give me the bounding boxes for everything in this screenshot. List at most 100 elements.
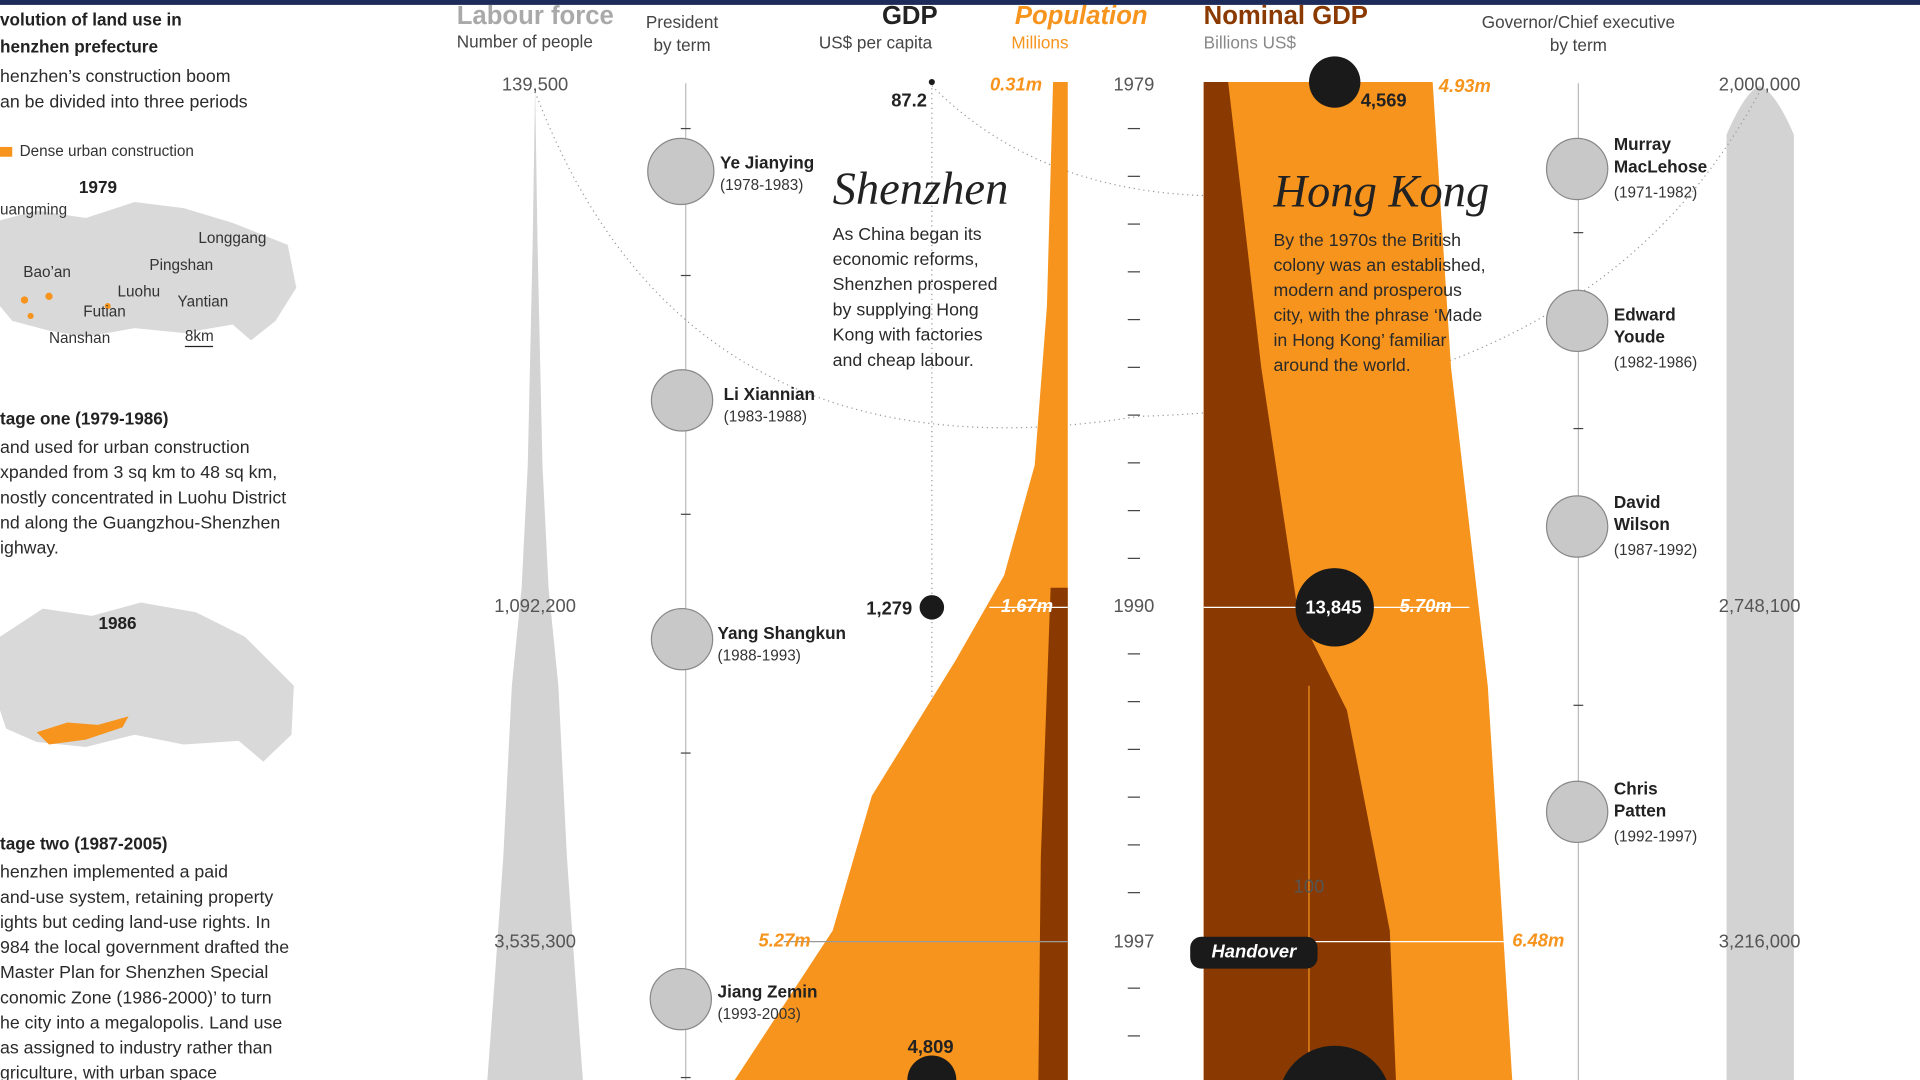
city-text: Shenzhen prospered [833,274,998,294]
city-heading: Hong Kong [1272,167,1489,218]
city-text: by supplying Hong [833,299,979,319]
governor-name: Patten [1614,800,1666,820]
governor-name: Edward [1614,304,1676,324]
gdp-label: 87.2 [891,89,927,110]
governor-name: Murray [1614,134,1672,154]
map-urban-area [36,716,129,745]
city-text: around the world. [1273,355,1410,375]
stage-text: as assigned to industry rather than [0,1037,272,1057]
place-label: Longgang [198,230,266,247]
place-label: Futian [83,303,126,320]
city-text: in Hong Kong’ familiar [1273,330,1446,350]
place-label: Bao’an [23,264,71,281]
city-text: economic reforms, [833,249,979,269]
population-label: 4.93m [1438,75,1491,96]
governor-name: MacLehose [1614,156,1707,176]
top-border [0,0,1920,5]
city-text: colony was an established, [1273,255,1485,275]
governor-term: (1982-1986) [1614,355,1697,372]
arc [534,91,1761,429]
labour-label: 139,500 [502,74,568,95]
portrait [1545,137,1609,201]
city-heading: Shenzhen [833,164,1009,215]
map-dot [104,303,111,310]
year-label: 1997 [1113,931,1154,952]
governor-term: (1971-1982) [1614,185,1697,202]
header: Nominal GDP [1204,2,1368,30]
stage-text: ighway. [0,538,59,558]
labour-label: 3,216,000 [1719,931,1801,952]
portrait [650,607,714,671]
map-label: 1986 [98,613,136,633]
city-text: city, with the phrase ‘Made [1273,305,1482,325]
governor-term: (1992-1997) [1614,829,1697,846]
legend-swatch [0,146,13,157]
title: volution of land use in [0,9,182,29]
place-label: Nanshan [49,330,110,347]
stage-text: he city into a megalopolis. Land use [0,1012,282,1032]
title: henzhen prefecture [0,36,158,56]
legend-label: Dense urban construction [20,143,194,160]
stage-text: xpanded from 3 sq km to 48 sq km, [0,462,277,482]
governor-name: Wilson [1614,514,1670,534]
city-text: Kong with factories [833,325,983,345]
portrait [647,137,715,206]
map-label: 1979 [79,177,117,197]
president-term: (1983-1988) [724,409,807,426]
map-dot [27,312,34,319]
gdp-label: 1,279 [866,598,912,619]
header: GDP [882,2,938,30]
header: President [646,12,719,32]
subtitle: an be divided into three periods [0,92,248,112]
header: Population [1015,2,1148,30]
place-label: uangming [0,202,67,219]
president-term: (1988-1993) [718,647,801,664]
president-term: (1993-2003) [718,1006,801,1023]
stage-text: griculture, with urban space [0,1063,217,1080]
stage-text: conomic Zone (1986-2000)’ to turn [0,987,272,1007]
hk-gdp-area [1203,82,1396,1080]
year-label: 1979 [1113,74,1154,95]
city-text: modern and prosperous [1273,280,1462,300]
handover-pill [1190,936,1318,969]
header: Labour force [457,2,614,30]
header-sub: by term [1550,35,1607,55]
portraits [647,137,1609,1031]
place-label: Luohu [118,284,161,301]
stage-text: and used for urban construction [0,437,250,457]
gdp-bubble [1282,1045,1387,1080]
portrait [650,369,714,432]
gdp-bubble [928,78,935,86]
governor-name: Chris [1614,778,1658,798]
president-name: Li Xiannian [724,384,815,404]
president-term: (1978-1983) [720,177,803,194]
gdp-bubble [907,1055,957,1080]
shenzhen-population-area [734,82,1068,1080]
portrait [1545,495,1609,558]
handover-label: Handover [1212,940,1298,961]
governor-name: Youde [1614,326,1665,346]
gdp-bubble [1308,56,1361,108]
population-label: 5.27m [759,929,811,950]
header-sub: US$ per capita [819,33,933,53]
population-label: 5.70m [1400,595,1452,616]
stage-text: henzhen implemented a paid [0,862,228,882]
stage-heading: tage two (1987-2005) [0,833,168,853]
map-1979 [0,202,297,341]
gdp-bubble [919,595,945,620]
header-sub: Millions [1011,33,1068,53]
gdp-label: 4,809 [908,1036,954,1057]
population-label: 6.48m [1512,929,1564,950]
portrait [1545,780,1609,844]
city-text: As China began its [833,224,982,244]
place-label: Yantian [178,293,229,310]
stage-text: nostly concentrated in Luohu District [0,487,286,507]
city-text: By the 1970s the British [1273,230,1460,250]
portrait [1545,289,1609,353]
scale-label: 8km [185,328,214,345]
population-label: 1.67m [1001,595,1053,616]
labour-label: 3,535,300 [494,931,576,952]
stage-text: nd along the Guangzhou-Shenzhen [0,513,280,533]
